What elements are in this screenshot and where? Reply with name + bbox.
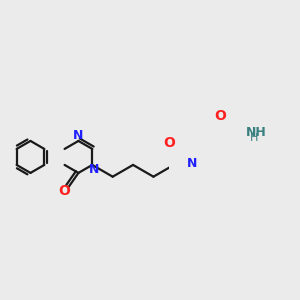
Text: O: O	[163, 136, 175, 150]
Text: N: N	[88, 163, 99, 176]
Text: N: N	[187, 157, 198, 170]
Text: NH: NH	[246, 126, 266, 139]
Text: O: O	[59, 184, 70, 198]
Text: N: N	[73, 129, 84, 142]
Text: H: H	[250, 133, 258, 143]
Text: O: O	[214, 109, 226, 123]
Polygon shape	[209, 135, 228, 148]
